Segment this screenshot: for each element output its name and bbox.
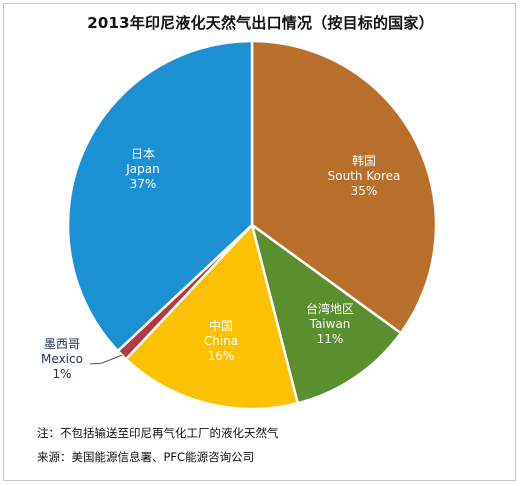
chart-title: 2013年印尼液化天然气出口情况（按目标的国家） xyxy=(87,14,434,32)
pie-slice-china xyxy=(124,223,300,411)
pie-slice-south-korea xyxy=(250,39,438,335)
pie-slice-taiwan xyxy=(250,223,403,405)
slice-label-taiwan: 台湾地区 Taiwan 11% xyxy=(306,301,354,346)
slice-label-japan: 日本 Japan 37% xyxy=(125,147,159,191)
pie-slice-japan xyxy=(66,39,254,353)
slice-label-south-korea: 韩国 South Korea 35% xyxy=(328,153,401,198)
slice-label-china: 中国 China 16% xyxy=(204,318,238,363)
footnote: 注：不包括输送至印尼再气化工厂的液化天然气 xyxy=(37,426,279,440)
source-note: 来源：美国能源信息署、PFC能源咨询公司 xyxy=(37,450,255,464)
leader-line-mexico xyxy=(89,354,123,365)
slice-label-mexico: 墨西哥 Mexico 1% xyxy=(41,337,83,381)
